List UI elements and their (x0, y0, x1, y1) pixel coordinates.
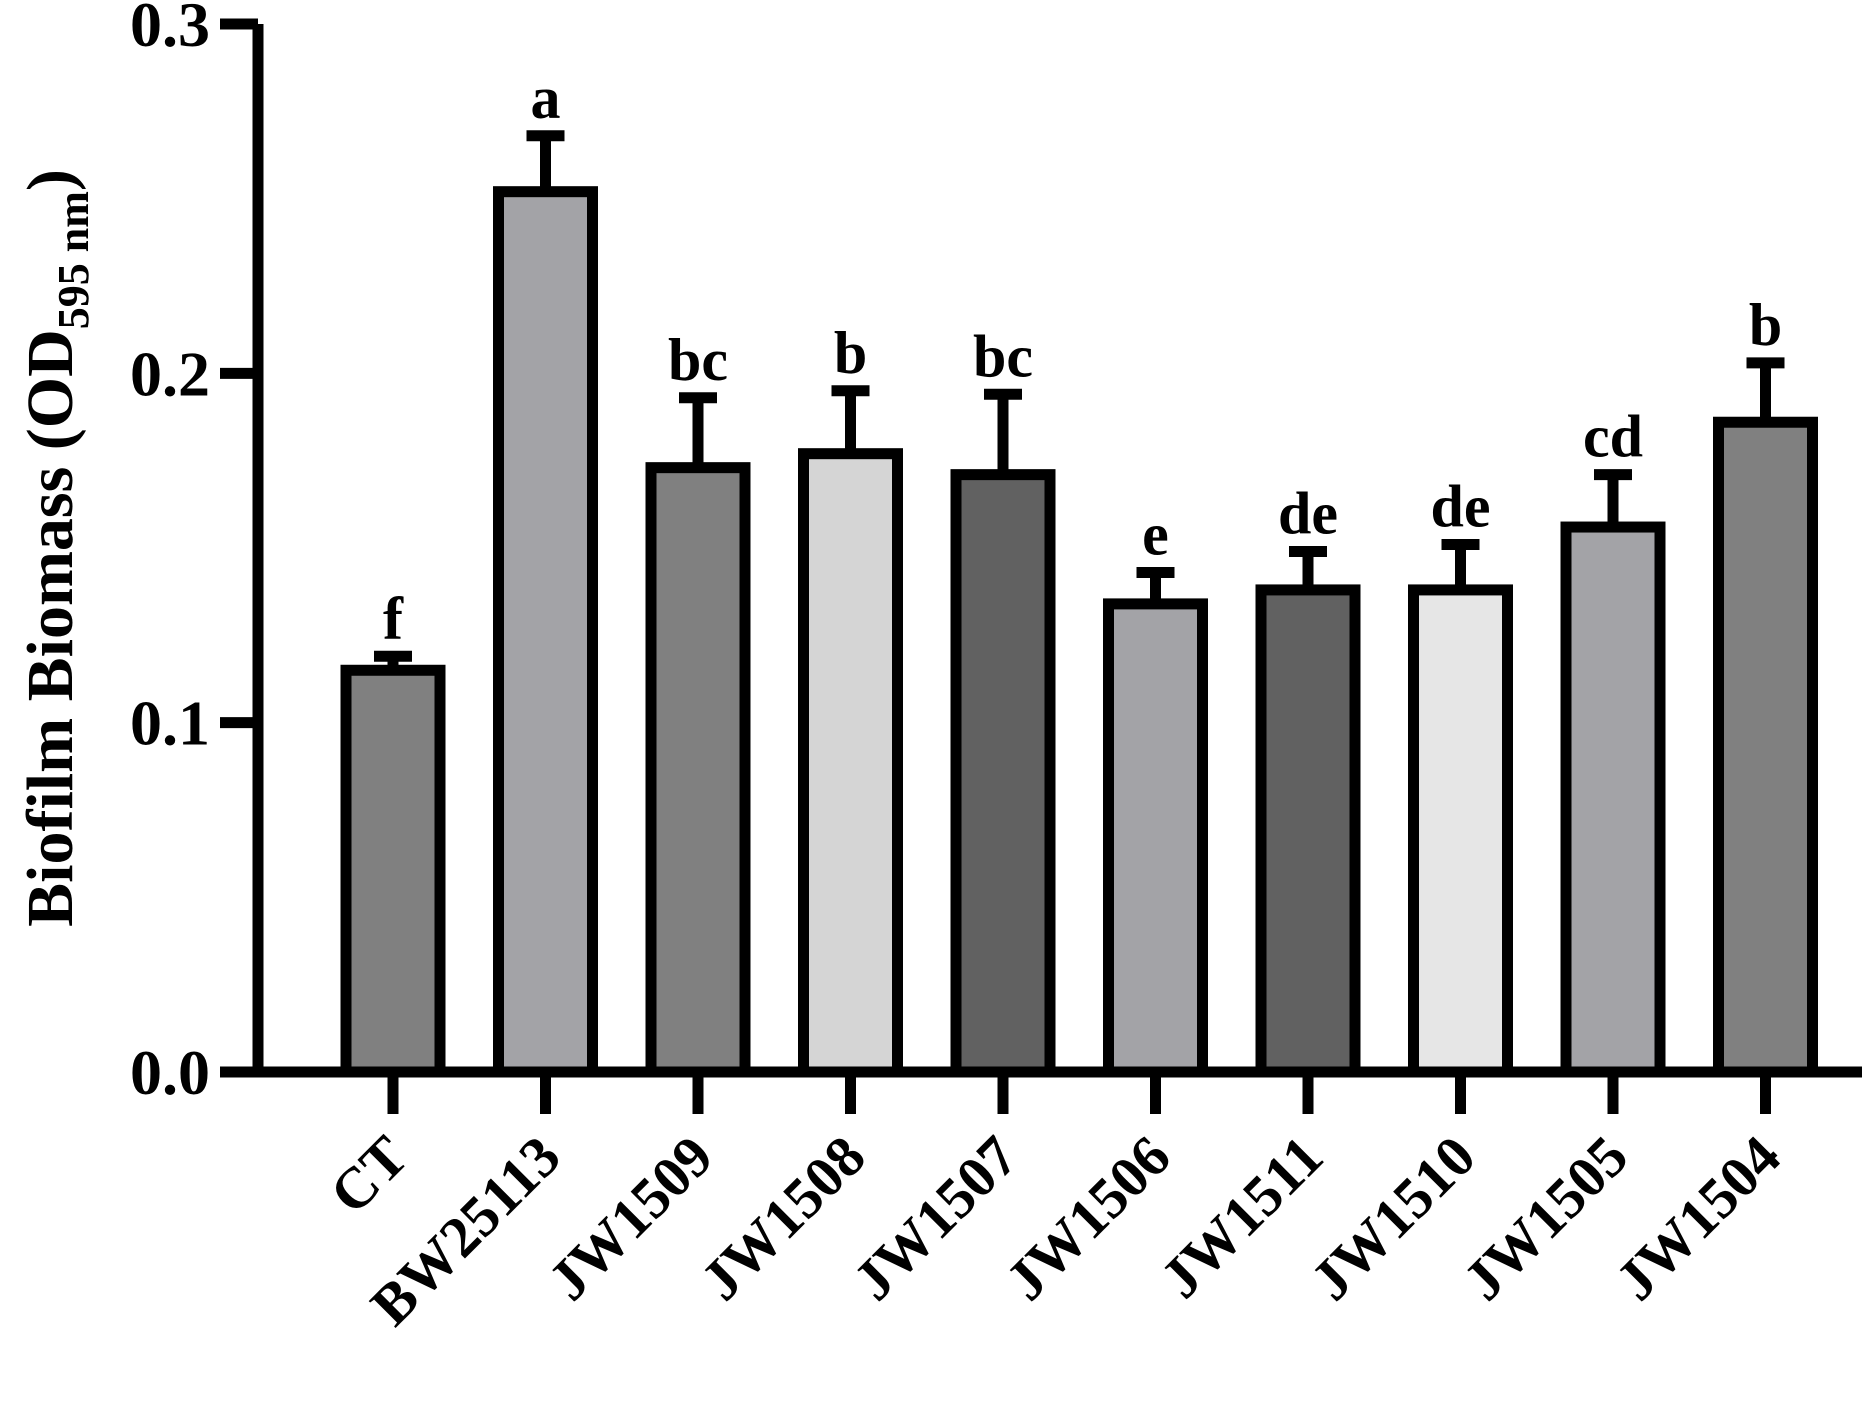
y-axis-title-group: Biofilm Biomass (OD595 nm) (14, 169, 98, 927)
bar (798, 448, 903, 1078)
x-tick-label: JW1504 (1603, 1123, 1793, 1313)
bar (645, 462, 751, 1078)
y-axis-title-subscript: 595 nm (49, 191, 98, 329)
bar (1103, 598, 1208, 1078)
bar (340, 664, 446, 1078)
significance-label: b (1749, 292, 1782, 358)
bar (1255, 584, 1361, 1078)
x-tick-label: JW1509 (536, 1123, 726, 1313)
bar (493, 186, 598, 1078)
significance-label: bc (668, 327, 728, 393)
significance-label: b (834, 320, 867, 386)
y-tick-label: 0.3 (130, 0, 210, 60)
y-tick-label: 0.1 (130, 688, 210, 759)
y-tick-label: 0.2 (130, 338, 210, 409)
x-tick-label: JW1511 (1148, 1123, 1335, 1310)
y-axis-title-suffix: ) (14, 169, 87, 191)
significance-label: de (1278, 480, 1338, 546)
y-tick-label: 0.0 (130, 1037, 210, 1108)
bar (1560, 521, 1666, 1078)
bar (1408, 584, 1513, 1078)
significance-label: bc (973, 323, 1033, 389)
y-axis-title-main: Biofilm Biomass (OD (14, 329, 87, 927)
bar (950, 469, 1056, 1078)
x-tick-label: JW1510 (1298, 1123, 1488, 1313)
x-tick-label: JW1507 (841, 1123, 1031, 1313)
significance-label: f (383, 585, 404, 651)
y-axis-title: Biofilm Biomass (OD595 nm) (14, 169, 98, 927)
x-tick-label: JW1506 (993, 1123, 1183, 1313)
significance-label: de (1431, 474, 1491, 540)
bar (1713, 416, 1818, 1078)
significance-label: e (1142, 501, 1169, 567)
x-tick-label: JW1508 (688, 1123, 878, 1313)
bars (340, 130, 1818, 1078)
x-tick-label: JW1505 (1451, 1123, 1641, 1313)
significance-label: cd (1583, 404, 1643, 470)
significance-label: a (531, 65, 561, 131)
x-tick-label: CT (317, 1123, 420, 1226)
